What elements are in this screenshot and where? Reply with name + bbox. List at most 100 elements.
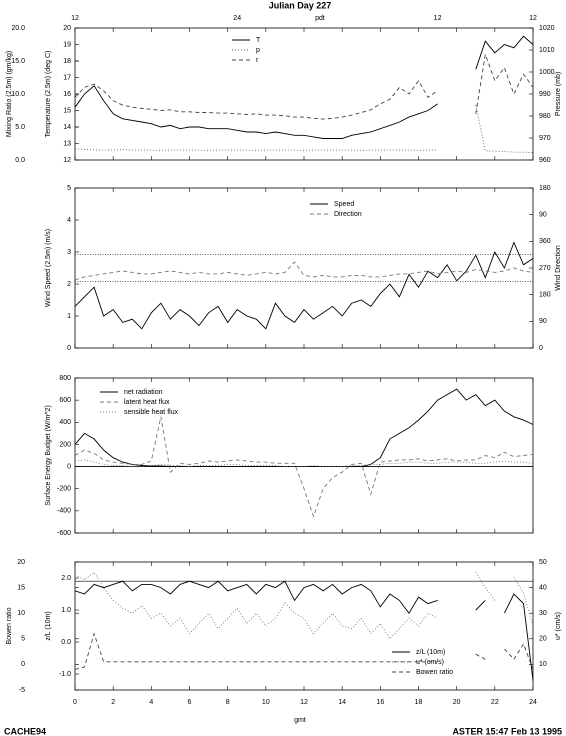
y3-tick-label: 20 (17, 559, 25, 566)
y-tick-label: 3 (67, 249, 71, 256)
y-tick-label: 600 (59, 397, 71, 404)
legend-label: Speed (334, 201, 354, 208)
y-axis-label: Wind Speed (2.5m) (m/s) (45, 229, 52, 307)
series-line (74, 104, 534, 153)
y2-tick-label: 30 (539, 610, 547, 617)
y2-tick-label: 50 (539, 559, 547, 566)
y2-tick-label: 1010 (539, 47, 555, 54)
legend-label: Direction (334, 211, 362, 218)
y2-tick-label: 360 (539, 238, 551, 245)
y-tick-label: 5 (67, 185, 71, 192)
y2-tick-label: 270 (539, 265, 551, 272)
y-tick-label: 2 (67, 281, 71, 288)
top-tick-label: 12 (434, 15, 442, 22)
plot-frame (74, 187, 534, 349)
y2-tick-label: 180 (539, 185, 551, 192)
series-line (74, 571, 534, 640)
series-line (74, 35, 534, 139)
x-tick-label: 8 (226, 699, 230, 706)
y-axis-label: Temperature (2.5m) (deg C) (45, 51, 52, 138)
chart-title: Julian Day 227 (269, 0, 332, 10)
y2-tick-label: 40 (539, 584, 547, 591)
x-tick-label: 12 (300, 699, 308, 706)
y2-tick-label: 0 (539, 345, 543, 352)
y3-axis-label: Bowen ratio (6, 607, 13, 644)
y-tick-label: 17 (63, 74, 71, 81)
y3-tick-label: 20.0 (11, 25, 25, 32)
x-tick-label: 4 (149, 699, 153, 706)
top-tick-label: 12 (71, 15, 79, 22)
y-tick-label: 1 (67, 313, 71, 320)
y-tick-label: -1.0 (59, 671, 71, 678)
y-tick-label: 0 (67, 463, 71, 470)
y2-tick-label: 10 (539, 661, 547, 668)
y2-tick-label: 90 (539, 318, 547, 325)
legend-label: sensible heat flux (124, 409, 179, 416)
y-axis-label: z/L (10m) (45, 611, 52, 640)
y-tick-label: 13 (63, 140, 71, 147)
series-line (74, 54, 534, 120)
x-tick-label: 16 (376, 699, 384, 706)
y2-tick-label: 90 (539, 212, 547, 219)
y-tick-label: 19 (63, 41, 71, 48)
y2-axis-label: Pressure (mb) (555, 72, 562, 116)
footer-left: CACHE94 (4, 726, 46, 736)
y-tick-label: 1.0 (61, 607, 71, 614)
y2-tick-label: 20 (539, 636, 547, 643)
y2-tick-label: 970 (539, 135, 551, 142)
y3-axis-label: Mixing Ratio (2.5m) (gm/kg) (6, 51, 13, 137)
y-tick-label: 12 (63, 157, 71, 164)
x-tick-label: 10 (262, 699, 270, 706)
x-tick-label: 20 (453, 699, 461, 706)
y-tick-label: 4 (67, 217, 71, 224)
y2-tick-label: 980 (539, 113, 551, 120)
y-axis-label: Surface Energy Budget (W/m^2) (45, 405, 52, 506)
y-tick-label: 18 (63, 58, 71, 65)
x-tick-label: 24 (529, 699, 537, 706)
series-line (74, 241, 534, 330)
y2-axis-label: u* (cm/s) (555, 612, 562, 640)
series-line (74, 580, 534, 681)
y-tick-label: 15 (63, 107, 71, 114)
y3-tick-label: 5 (21, 636, 25, 643)
y-tick-label: 0.0 (61, 639, 71, 646)
legend-label: T (256, 37, 261, 44)
top-tick-label: 24 (233, 15, 241, 22)
x-tick-label: 6 (188, 699, 192, 706)
x-tick-label: 2 (111, 699, 115, 706)
y-tick-label: 20 (63, 25, 71, 32)
top-axis-label: pdt (315, 15, 325, 22)
y3-tick-label: 10.0 (11, 91, 25, 98)
y2-tick-label: 1000 (539, 69, 555, 76)
y3-tick-label: 15.0 (11, 58, 25, 65)
y2-tick-label: 990 (539, 91, 551, 98)
y-tick-label: 14 (63, 124, 71, 131)
y-tick-label: -600 (57, 530, 71, 537)
top-tick-label: 12 (529, 15, 537, 22)
series-line (74, 261, 534, 281)
legend-label: z/L (10m) (416, 649, 445, 656)
x-tick-label: 18 (415, 699, 423, 706)
y3-tick-label: 0 (21, 661, 25, 668)
y3-tick-label: 10 (17, 610, 25, 617)
y2-tick-label: 1020 (539, 25, 555, 32)
legend-label: net radiation (124, 389, 163, 396)
y3-tick-label: 5.0 (15, 124, 25, 131)
y2-tick-label: 180 (539, 292, 551, 299)
y-tick-label: 800 (59, 375, 71, 382)
y-tick-label: 200 (59, 441, 71, 448)
y2-tick-label: 960 (539, 157, 551, 164)
legend-label: latent heat flux (124, 399, 170, 406)
y-tick-label: 2.0 (61, 575, 71, 582)
series-line (74, 388, 534, 468)
y-tick-label: -400 (57, 508, 71, 515)
legend-label: p (256, 47, 260, 54)
x-tick-label: 22 (491, 699, 499, 706)
y2-axis-label: Wind Direction (555, 245, 562, 291)
series-line (74, 632, 534, 670)
x-axis-label: gmt (294, 717, 306, 724)
y-tick-label: 400 (59, 419, 71, 426)
x-tick-label: 14 (338, 699, 346, 706)
x-tick-label: 0 (73, 699, 77, 706)
